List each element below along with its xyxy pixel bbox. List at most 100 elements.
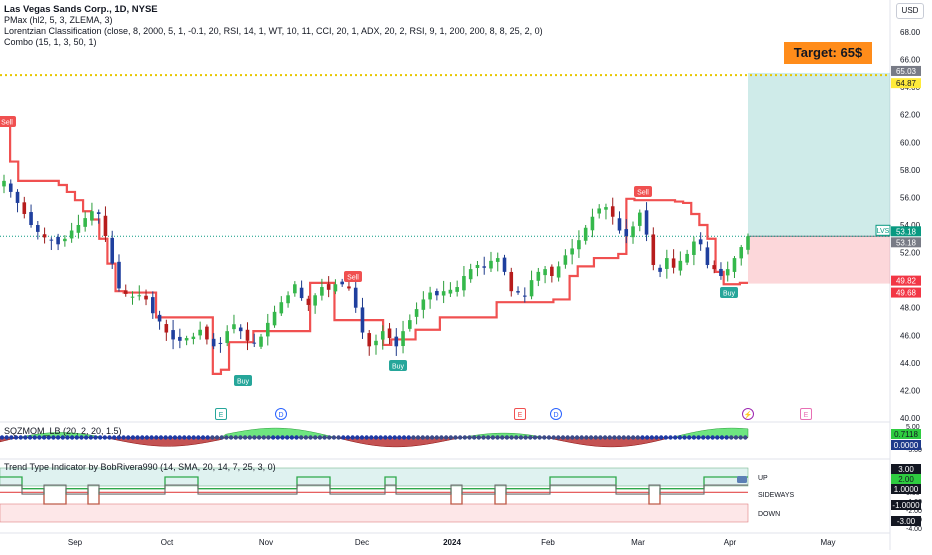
squeeze-dot — [83, 435, 89, 440]
squeeze-dot — [528, 435, 533, 440]
squeeze-dot — [584, 435, 589, 440]
pmax-line — [2, 124, 748, 375]
squeeze-dot — [130, 435, 136, 440]
squeeze-dot — [658, 435, 664, 440]
squeeze-dot — [102, 435, 108, 440]
squeeze-dot — [383, 435, 388, 440]
candle-body — [448, 289, 453, 294]
squeeze-dot — [219, 435, 224, 440]
ticker-label: LVS — [877, 228, 890, 235]
squeeze-dot — [532, 435, 538, 440]
squeeze-dot — [556, 435, 561, 440]
candle-body — [83, 218, 87, 227]
squeeze-dot — [224, 435, 229, 440]
target-label-box — [784, 42, 872, 64]
squeeze-dot — [481, 435, 486, 440]
squeeze-axis-label: -5.00 — [906, 447, 922, 454]
squeeze-dot — [392, 435, 397, 440]
squeeze-dot — [476, 435, 482, 440]
last-price-tag: 53.18 — [896, 227, 917, 236]
candle-body — [299, 287, 304, 299]
candle-body — [130, 296, 135, 298]
sell-signal-text: Sell — [347, 275, 359, 282]
candle-body — [536, 271, 541, 281]
candle-body — [550, 266, 554, 277]
squeeze-dot — [663, 435, 669, 440]
squeeze-dot — [97, 435, 103, 440]
candle-body — [252, 342, 257, 344]
squeeze-dot — [27, 435, 33, 440]
target-line-tag-box — [891, 78, 921, 89]
earnings-marker: E — [215, 408, 227, 420]
squeeze-dot — [364, 435, 369, 440]
squeeze-dot — [322, 435, 327, 440]
candle-body — [171, 330, 175, 340]
squeeze-dot — [350, 435, 355, 440]
candle-body — [631, 226, 635, 238]
target-price-tag-box — [891, 65, 921, 76]
candle-body — [529, 280, 534, 297]
squeeze-dot — [168, 435, 173, 440]
squeeze-dot — [172, 435, 178, 440]
squeeze-dot — [51, 435, 56, 440]
candle-body — [151, 297, 155, 314]
legend-line-combo: Combo (15, 1, 3, 50, 1) — [4, 37, 97, 47]
currency-selector[interactable]: USD — [896, 3, 924, 19]
buy-signal-box — [389, 360, 407, 371]
sell-signal: Sell — [634, 186, 652, 197]
candle-body — [29, 212, 33, 225]
candle-body — [678, 260, 683, 271]
squeeze-dot — [18, 435, 23, 440]
candle-body — [184, 338, 189, 341]
squeeze-dot — [462, 435, 468, 440]
candle-body — [198, 329, 202, 336]
squeeze-dot — [397, 435, 402, 440]
squeeze-dot — [425, 435, 430, 440]
trend-value-box — [891, 474, 921, 484]
candle-body — [90, 211, 94, 221]
candle-body — [658, 267, 662, 272]
squeeze-dot — [373, 435, 379, 440]
stop-price-tag: 49.68 — [896, 289, 917, 298]
squeeze-dot — [687, 435, 692, 440]
candle-body — [306, 298, 311, 305]
squeeze-dot — [509, 435, 514, 440]
squeeze-dot — [630, 435, 636, 440]
squeeze-dot — [37, 435, 42, 440]
buy-signal-text: Buy — [392, 364, 405, 371]
squeeze-dot — [495, 435, 500, 440]
stop-price-tag-box — [891, 275, 921, 286]
squeeze-dot — [196, 435, 201, 440]
squeeze-dot — [341, 435, 346, 440]
time-axis-label: Sep — [68, 538, 83, 547]
candle-body — [421, 299, 426, 310]
candle-body — [63, 238, 67, 242]
time-axis-label: Oct — [161, 538, 174, 547]
candle-body — [665, 258, 669, 269]
squeeze-dot — [252, 435, 257, 440]
squeeze-dot — [41, 435, 47, 440]
candle-body — [705, 247, 710, 265]
squeeze-dot — [387, 435, 393, 440]
trend-value: 1.0000 — [894, 485, 919, 494]
squeeze-dot — [579, 435, 584, 440]
candle-body — [509, 271, 514, 292]
squeeze-dot — [434, 435, 439, 440]
squeeze-dot — [607, 435, 612, 440]
squeeze-dot — [238, 435, 243, 440]
squeeze-dot — [523, 435, 528, 440]
squeeze-dot — [640, 435, 645, 440]
candle-body — [698, 239, 703, 245]
squeeze-dot — [486, 435, 491, 440]
squeeze-dot — [107, 435, 112, 440]
earnings-marker-shape — [215, 408, 227, 420]
time-axis-label: Nov — [259, 538, 273, 547]
dividend-marker: D — [550, 408, 562, 420]
candle-body — [610, 206, 615, 217]
candle-body — [597, 208, 601, 214]
earnings-marker-text: E — [804, 412, 809, 419]
chart-legend: Las Vegas Sands Corp., 1D, NYSE PMax (hl… — [4, 4, 543, 48]
price-axis-label: 52.00 — [900, 249, 921, 258]
